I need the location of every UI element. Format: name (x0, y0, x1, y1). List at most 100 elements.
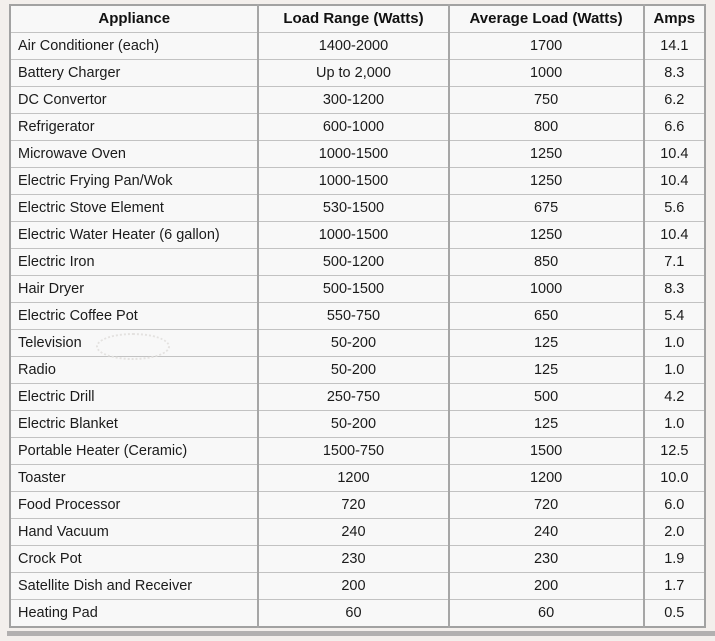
table-row: Electric Frying Pan/Wok 1000-1500 1250 10.4 (10, 167, 705, 195)
appliance-name-cell: Hair Dryer (10, 275, 259, 303)
load-range-cell: 200 (257, 572, 449, 600)
average-load-cell: 1000 (447, 59, 644, 87)
load-range-cell: 50-200 (257, 410, 449, 438)
table-row: Electric Stove Element 530-1500 675 5.6 (10, 194, 705, 222)
amps-cell: 6.0 (642, 491, 705, 519)
appliance-name-cell: Electric Drill (10, 383, 259, 411)
average-load-cell: 720 (447, 491, 644, 519)
table-row: Electric Iron 500-1200 850 7.1 (10, 248, 705, 276)
appliance-name-cell: Battery Charger (10, 59, 259, 87)
appliance-load-table-container: Appliance Load Range (Watts) Average Load … (9, 4, 706, 628)
load-range-cell: 240 (257, 518, 449, 546)
column-header-average-load-watts: Average Load (Watts) (447, 5, 644, 33)
appliance-name-cell: Electric Coffee Pot (10, 302, 259, 330)
table-body: Air Conditioner (each) 1400-2000 1700 14.1 B… (10, 32, 705, 627)
average-load-cell: 230 (447, 545, 644, 573)
table-header-row: Appliance Load Range (Watts) Average Load … (10, 5, 705, 33)
appliance-name-cell: Microwave Oven (10, 140, 259, 168)
amps-cell: 1.0 (642, 410, 705, 438)
average-load-cell: 1250 (447, 221, 644, 249)
average-load-cell: 750 (447, 86, 644, 114)
load-range-cell: 720 (257, 491, 449, 519)
average-load-cell: 200 (447, 572, 644, 600)
amps-cell: 10.4 (642, 167, 705, 195)
table-row: Microwave Oven 1000-1500 1250 10.4 (10, 140, 705, 168)
average-load-cell: 125 (447, 329, 644, 357)
average-load-cell: 1250 (447, 167, 644, 195)
average-load-cell: 1250 (447, 140, 644, 168)
column-header-amps: Amps (642, 5, 705, 33)
amps-cell: 5.6 (642, 194, 705, 222)
appliance-name-cell: Crock Pot (10, 545, 259, 573)
table-row: Electric Water Heater (6 gallon) 1000-150… (10, 221, 705, 249)
average-load-cell: 850 (447, 248, 644, 276)
table-row: Hand Vacuum 240 240 2.0 (10, 518, 705, 546)
amps-cell: 8.3 (642, 275, 705, 303)
appliance-name-cell: Electric Stove Element (10, 194, 259, 222)
amps-cell: 1.9 (642, 545, 705, 573)
table-row: Electric Coffee Pot 550-750 650 5.4 (10, 302, 705, 330)
average-load-cell: 60 (447, 599, 644, 627)
amps-cell: 10.0 (642, 464, 705, 492)
average-load-cell: 1500 (447, 437, 644, 465)
table-row: Air Conditioner (each) 1400-2000 1700 14.1 (10, 32, 705, 60)
amps-cell: 12.5 (642, 437, 705, 465)
column-header-load-range-watts: Load Range (Watts) (257, 5, 449, 33)
average-load-cell: 1200 (447, 464, 644, 492)
column-header-appliance: Appliance (98, 10, 171, 27)
table-row: Food Processor 720 720 6.0 (10, 491, 705, 519)
appliance-name-cell: Toaster (10, 464, 259, 492)
table-row: Crock Pot 230 230 1.9 (10, 545, 705, 573)
table-row: DC Convertor 300-1200 750 6.2 (10, 86, 705, 114)
appliance-name-cell: Electric Frying Pan/Wok (10, 167, 259, 195)
load-range-cell: 530-1500 (257, 194, 449, 222)
appliance-name-cell: DC Convertor (10, 86, 259, 114)
average-load-cell: 125 (447, 356, 644, 384)
table-row: Portable Heater (Ceramic) 1500-750 1500 12.… (10, 437, 705, 465)
amps-cell: 6.2 (642, 86, 705, 114)
load-range-cell: 600-1000 (257, 113, 449, 141)
amps-cell: 1.7 (642, 572, 705, 600)
appliance-name-cell: Electric Water Heater (6 gallon) (10, 221, 259, 249)
average-load-cell: 240 (447, 518, 644, 546)
load-range-cell: 1400-2000 (257, 32, 449, 60)
amps-cell: 1.0 (642, 356, 705, 384)
appliance-name-cell: Air Conditioner (each) (10, 32, 259, 60)
load-range-cell: 550-750 (257, 302, 449, 330)
appliance-name-cell: Food Processor (10, 491, 259, 519)
bottom-scrollbar (7, 631, 715, 636)
average-load-cell: 125 (447, 410, 644, 438)
load-range-cell: 1200 (257, 464, 449, 492)
average-load-cell: 800 (447, 113, 644, 141)
load-range-cell: 60 (257, 599, 449, 627)
load-range-cell: 1000-1500 (257, 140, 449, 168)
amps-cell: 4.2 (642, 383, 705, 411)
average-load-cell: 1700 (447, 32, 644, 60)
load-range-cell: 1000-1500 (257, 167, 449, 195)
average-load-cell: 1000 (447, 275, 644, 303)
amps-cell: 2.0 (642, 518, 705, 546)
table-row: Battery Charger Up to 2,000 1000 8.3 (10, 59, 705, 87)
load-range-cell: Up to 2,000 (257, 59, 449, 87)
appliance-name-cell: Portable Heater (Ceramic) (10, 437, 259, 465)
average-load-cell: 675 (447, 194, 644, 222)
table-row: Satellite Dish and Receiver 200 200 1.7 (10, 572, 705, 600)
table-row: Toaster 1200 1200 10.0 (10, 464, 705, 492)
load-range-cell: 50-200 (257, 329, 449, 357)
table-row: Refrigerator 600-1000 800 6.6 (10, 113, 705, 141)
amps-cell: 6.6 (642, 113, 705, 141)
amps-cell: 10.4 (642, 221, 705, 249)
appliance-name-cell: Heating Pad (10, 599, 259, 627)
table-row: Electric Drill 250-750 500 4.2 (10, 383, 705, 411)
load-range-cell: 1500-750 (257, 437, 449, 465)
load-range-cell: 500-1200 (257, 248, 449, 276)
amps-cell: 10.4 (642, 140, 705, 168)
amps-cell: 14.1 (642, 32, 705, 60)
average-load-cell: 500 (447, 383, 644, 411)
table-row: Electric Blanket 50-200 125 1.0 (10, 410, 705, 438)
appliance-name-cell: Satellite Dish and Receiver (10, 572, 259, 600)
appliance-name-cell: Refrigerator (10, 113, 259, 141)
load-range-cell: 230 (257, 545, 449, 573)
appliance-name-cell: Television (10, 329, 259, 357)
